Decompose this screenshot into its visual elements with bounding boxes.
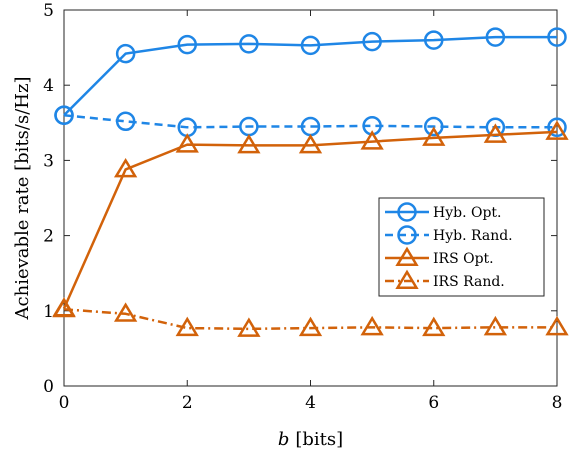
legend-entry: Hyb. Opt. [385,202,502,222]
data-point [113,302,138,322]
data-point [54,105,74,126]
data-point [362,31,382,52]
series-line [62,130,558,310]
x-tick-label: 0 [59,393,70,413]
data-point [360,130,384,150]
y-tick-label: 2 [43,227,54,247]
data-point [300,35,321,56]
data-point [547,27,567,47]
plot-layer: 0 2 4 6 8 0 1 2 3 4 5 [43,1,569,413]
data-point [545,120,569,140]
data-point [485,27,506,47]
series-irs-rand [52,297,569,337]
y-axis-label: Achievable rate [bits/s/Hz] [12,77,33,321]
y-tick-label: 1 [43,302,54,322]
data-point [175,133,199,153]
x-tick-label: 6 [428,393,439,413]
data-point [483,315,508,336]
x-tick-label: 4 [305,393,316,413]
series-irs-opt [52,120,569,317]
legend-entry: IRS Opt. [385,246,494,267]
data-point [239,34,259,54]
legend-label: Hyb. Rand. [433,228,513,244]
x-axis-label-unit: [bits] [295,429,343,450]
y-tick-label: 3 [43,151,54,171]
data-point [424,116,444,137]
y-tick-label: 4 [43,76,54,96]
series-line [63,308,557,331]
data-point [545,315,569,336]
data-point [113,157,138,178]
legend-marker [397,202,417,222]
data-point [175,316,199,337]
x-axis-label-variable: b [278,429,290,450]
legend-marker [395,246,419,266]
legend: Hyb. Opt. Hyb. Rand. IRS Opt. IRS Rand. [378,197,545,297]
data-point [52,297,76,318]
y-tick-label: 0 [43,377,54,397]
data-point [237,317,261,337]
series-line [63,35,557,117]
series-line [63,114,557,129]
legend-marker [397,225,417,245]
data-point [424,30,444,50]
data-point [237,133,261,154]
x-axis-label: b [bits] [278,429,343,450]
legend-label: IRS Rand. [433,274,505,290]
data-point [360,315,384,336]
legend-label: Hyb. Opt. [433,205,502,221]
series-hyb-rand [54,105,567,138]
data-point [422,126,446,146]
y-tick-label: 5 [43,1,54,21]
series-hyb-opt [54,27,567,126]
x-tick-label: 2 [182,393,193,413]
legend-marker [395,269,419,289]
data-point [422,316,446,337]
data-point [177,34,197,55]
x-tick-label: 8 [552,393,563,413]
legend-label: IRS Opt. [433,251,494,267]
data-point [298,133,323,154]
legend-entry: IRS Rand. [385,269,505,290]
legend-box [378,197,545,297]
data-point [115,111,136,132]
data-point [483,123,508,143]
data-point [115,43,136,64]
legend-entry: Hyb. Rand. [385,225,513,245]
data-point [298,316,323,337]
data-point [547,117,567,138]
